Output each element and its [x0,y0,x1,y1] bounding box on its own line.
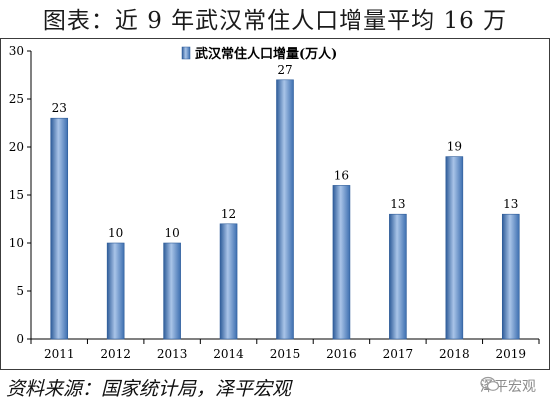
x-tick-label-2018: 2018 [439,347,470,361]
data-label-2015: 27 [277,63,292,77]
y-tick-label: 10 [9,236,24,250]
data-label-2019: 13 [503,197,518,211]
data-label-2013: 10 [164,226,179,240]
wechat-icon [480,376,500,391]
bar-2011 [50,117,69,340]
chart-axes: 0 5 10 15 20 25 30 2011 2012 2013 2014 2015 2016 2017… [9,44,540,361]
source-note: 资料来源：国家统计局，泽平宏观 [6,378,292,400]
bar-2016 [332,185,351,340]
bar-chart: 武汉常住人口增量(万人) 0 5 10 15 20 25 30 2011 2012 2013 201… [9,44,540,361]
data-label-2018: 19 [447,140,462,154]
bar-2014 [219,223,238,340]
data-label-2017: 13 [390,197,405,211]
legend-label: 武汉常住人口增量(万人) [195,46,337,62]
y-tick-label: 15 [9,188,24,202]
bar-2013 [163,242,181,340]
data-label-2011: 23 [52,101,67,115]
bar-2019 [501,213,520,340]
bar-2018 [445,156,464,340]
legend-swatch [181,46,191,60]
x-tick-label-2011: 2011 [44,347,75,361]
y-tick-label: 25 [9,92,24,106]
chart-bars: 23 10 10 12 27 16 13 19 13 [50,63,520,340]
footer: 资料来源：国家统计局，泽平宏观 泽平宏观 [0,372,550,402]
x-tick-label-2012: 2012 [100,347,131,361]
x-tick-label-2017: 2017 [383,347,414,361]
page-title: 图表：近 9 年武汉常住人口增量平均 16 万 [42,8,508,34]
chart-legend: 武汉常住人口增量(万人) [181,46,337,62]
x-tick-label-2013: 2013 [157,347,188,361]
y-tick-label: 30 [9,44,24,58]
y-tick-label: 0 [16,332,24,346]
x-tick-label-2015: 2015 [270,347,301,361]
data-label-2016: 16 [334,168,349,182]
bar-2017 [389,213,407,340]
x-tick-label-2016: 2016 [326,347,357,361]
bar-2012 [106,242,125,340]
y-tick-label: 20 [9,140,24,154]
x-tick-label-2019: 2019 [496,347,527,361]
watermark: 泽平宏观 [480,376,536,396]
y-tick-label: 5 [16,284,24,298]
data-label-2014: 12 [221,207,236,221]
bar-2015 [276,79,294,340]
x-tick-label-2014: 2014 [213,347,244,361]
chart-frame: 武汉常住人口增量(万人) 0 5 10 15 20 25 30 2011 2012 2013 201… [0,38,550,370]
data-label-2012: 10 [108,226,123,240]
